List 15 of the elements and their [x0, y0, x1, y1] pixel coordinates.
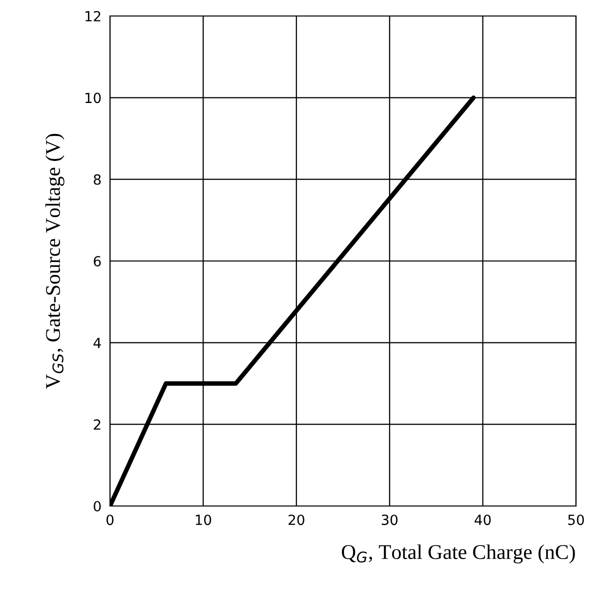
- y-axis-title: V$_{GS}$, Gate-Source Voltage (V): [45, 134, 64, 389]
- y-tick-label: 6: [94, 256, 101, 266]
- x-tick-label: 30: [382, 514, 398, 526]
- x-axis-title: Q$_{G}$, Total Gate Charge (nC): [342, 544, 575, 564]
- x-tick-label: 20: [288, 514, 304, 526]
- y-tick-label: 0: [94, 500, 101, 512]
- y-tick-label: 4: [94, 338, 101, 348]
- x-tick-label: 0: [106, 514, 114, 526]
- y-tick-label: 2: [94, 419, 100, 430]
- x-tick-label: 10: [196, 514, 212, 526]
- x-tick-label: 50: [568, 514, 584, 526]
- y-tick-label: 8: [94, 174, 101, 185]
- y-tick-label: 12: [86, 10, 100, 22]
- y-tick-label: 10: [86, 92, 101, 104]
- x-tick-label: 40: [474, 514, 491, 526]
